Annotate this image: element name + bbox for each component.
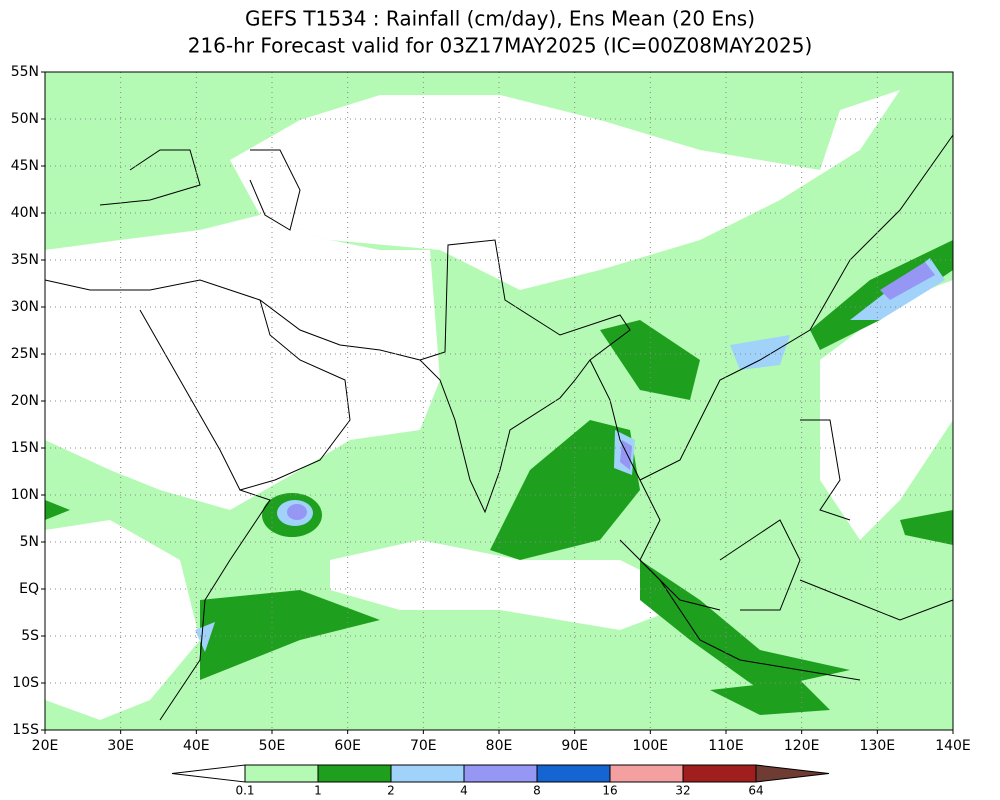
- colorbar-label: 1: [314, 784, 322, 798]
- lon-label: 120E: [784, 738, 820, 754]
- lat-label: 35N: [11, 252, 39, 268]
- lat-label: 40N: [11, 205, 39, 221]
- colorbar-swatch: [682, 764, 757, 783]
- lat-label: 15S: [12, 722, 39, 738]
- lon-label: 50E: [259, 738, 286, 754]
- lon-label: 20E: [32, 738, 59, 754]
- lon-label: 140E: [935, 738, 971, 754]
- lat-label: 15N: [11, 440, 39, 456]
- lon-label: 30E: [107, 738, 134, 754]
- lat-label: 55N: [11, 64, 39, 80]
- lat-label: 25N: [11, 346, 39, 362]
- ticks: 55N 50N 45N 40N 35N 30N 25N 20N 15N 10N 5N EQ 5S 10S 1…: [11, 64, 971, 754]
- map-area: [44, 71, 954, 731]
- lon-label: 110E: [708, 738, 744, 754]
- colorbar-label: 8: [533, 784, 541, 798]
- colorbar-swatch: [317, 764, 392, 783]
- colorbar-arrow: [171, 764, 246, 783]
- lon-label: 40E: [183, 738, 210, 754]
- colorbar-swatch: [609, 764, 684, 783]
- lon-label: 90E: [561, 738, 588, 754]
- colorbar-label: 4: [460, 784, 468, 798]
- colorbar-swatch: [463, 764, 538, 783]
- lat-label: 5S: [21, 628, 39, 644]
- lat-label: 10N: [11, 487, 39, 503]
- colorbar-label: 32: [675, 784, 690, 798]
- lat-label: 20N: [11, 393, 39, 409]
- lat-label: 45N: [11, 158, 39, 174]
- lon-label: 130E: [860, 738, 896, 754]
- colorbar-swatch: [390, 764, 465, 783]
- lon-label: 80E: [486, 738, 513, 754]
- lon-label: 70E: [410, 738, 437, 754]
- colorbar-swatch: [244, 764, 319, 783]
- lat-label: EQ: [19, 581, 39, 597]
- colorbar-swatch: [536, 764, 611, 783]
- dry-areas: [45, 90, 953, 720]
- colorbar-label: 2: [387, 784, 395, 798]
- lat-label: 50N: [11, 111, 39, 127]
- lon-label: 60E: [334, 738, 361, 754]
- lat-label: 10S: [12, 675, 39, 691]
- lat-label: 5N: [20, 534, 39, 550]
- colorbar-label: 16: [602, 784, 617, 798]
- lon-label: 100E: [633, 738, 669, 754]
- coastlines: [44, 134, 954, 721]
- colorbar-label: 64: [748, 784, 763, 798]
- colorbar-arrow: [755, 764, 830, 783]
- subtitle: 216-hr Forecast valid for 03Z17MAY2025 (…: [188, 34, 813, 58]
- very-heavy-rain: [287, 262, 935, 520]
- colorbar-label: 0.1: [235, 784, 254, 798]
- lat-label: 30N: [11, 299, 39, 315]
- colorbar: 0.1 1 2 4 8 16 32 64: [171, 764, 830, 798]
- title: GEFS T1534 : Rainfall (cm/day), Ens Mean…: [245, 7, 755, 31]
